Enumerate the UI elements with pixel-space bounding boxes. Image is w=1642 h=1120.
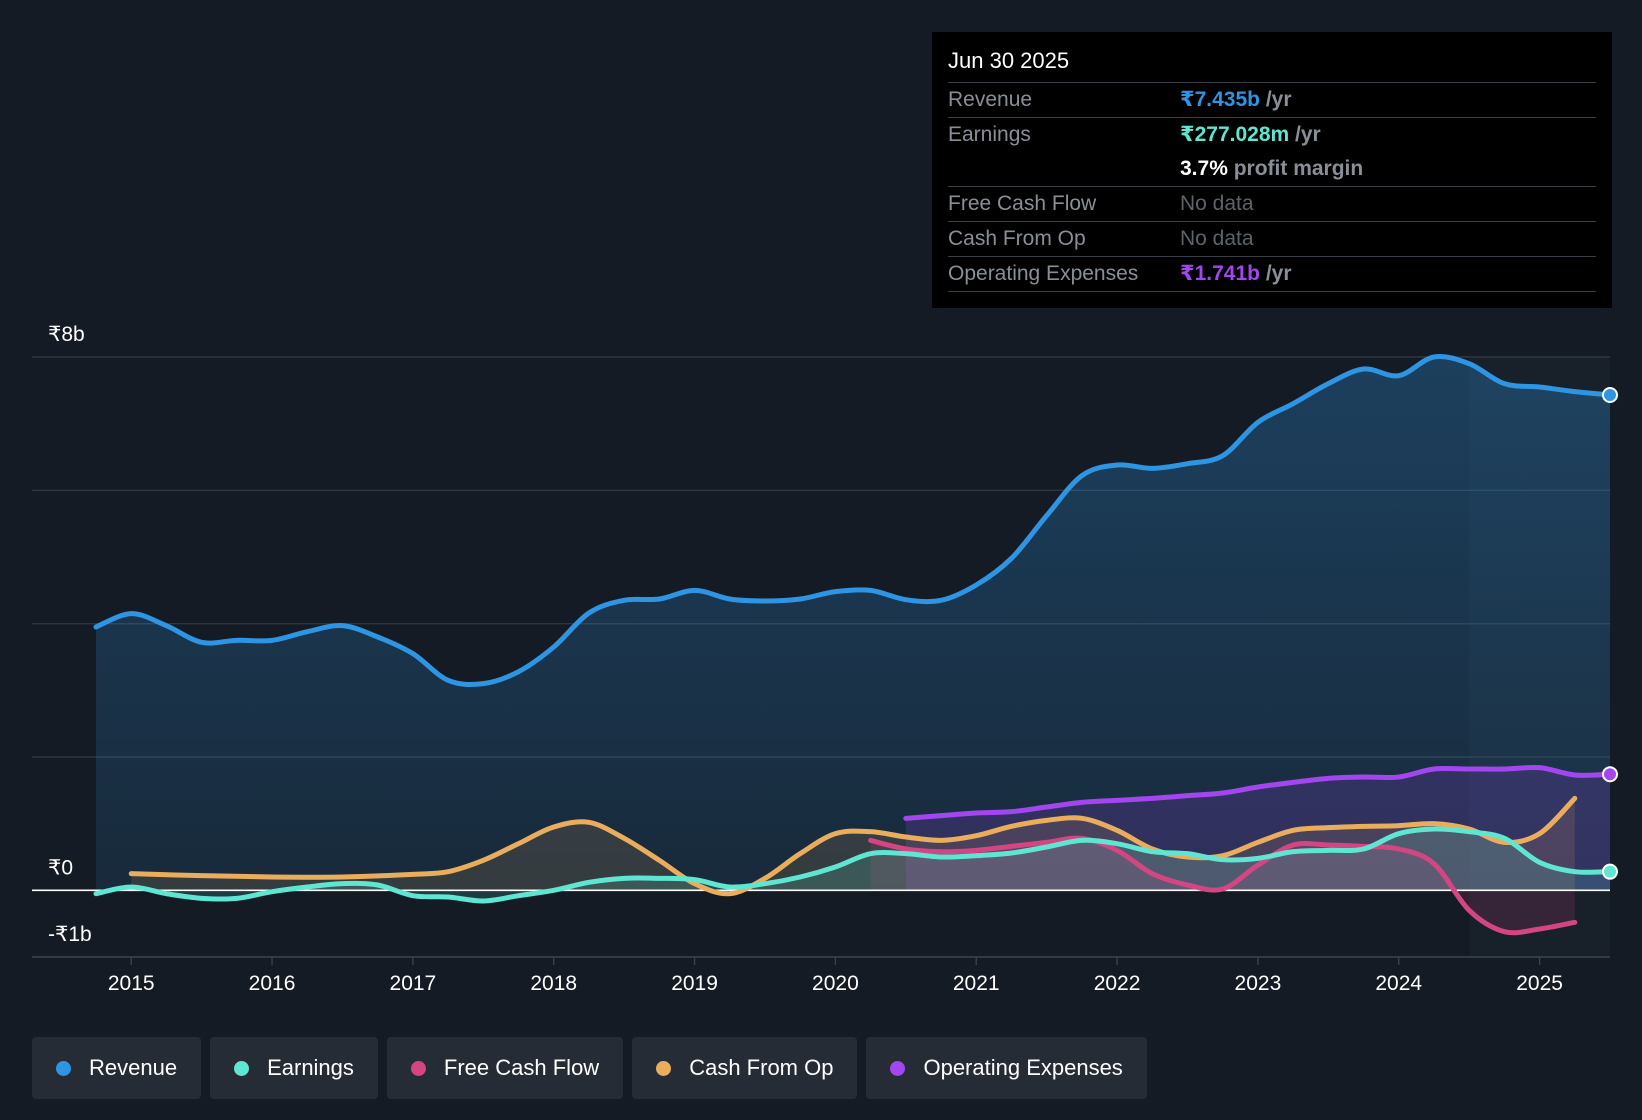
tooltip-earnings-label: Earnings bbox=[948, 123, 1031, 146]
tooltip: Jun 30 2025 Revenue ₹7.435b /yr Earnings… bbox=[932, 32, 1612, 308]
cash-from-op-area bbox=[131, 798, 1575, 894]
x-tick-label: 2020 bbox=[812, 972, 859, 995]
legend-dot-free-cash-flow bbox=[410, 1060, 426, 1076]
tooltip-row-margin: 3.7% profit margin bbox=[948, 152, 1596, 186]
x-tick-label: 2023 bbox=[1235, 972, 1282, 995]
tooltip-revenue-label: Revenue bbox=[948, 88, 1033, 111]
revenue-line bbox=[93, 354, 1613, 688]
tooltip-row-earnings: Earnings ₹277.028m /yr bbox=[948, 117, 1596, 152]
x-tick-label: 2016 bbox=[249, 972, 296, 995]
x-tick-label: 2017 bbox=[390, 972, 437, 995]
legend-item-operating-expenses[interactable]: Operating Expenses bbox=[866, 1037, 1147, 1099]
legend-dot-earnings bbox=[234, 1060, 250, 1076]
revenue-end-marker bbox=[1602, 387, 1618, 403]
legend-label-cash-from-op: Cash From Op bbox=[689, 1055, 834, 1080]
tooltip-fcf-label: Free Cash Flow bbox=[948, 192, 1097, 215]
legend: Revenue Earnings Free Cash Flow Cash Fro… bbox=[32, 1037, 1156, 1099]
tooltip-margin-label: profit margin bbox=[1233, 157, 1364, 180]
tooltip-revenue-value-wrap: ₹7.435b /yr bbox=[1180, 85, 1292, 115]
operating-expenses-end-marker bbox=[1602, 766, 1618, 783]
tooltip-revenue-unit: /yr bbox=[1265, 88, 1292, 111]
tooltip-bottom-rule bbox=[948, 291, 1596, 293]
revenue-area bbox=[96, 356, 1610, 891]
y-tick-label: ₹0 bbox=[48, 856, 73, 879]
tooltip-row-revenue: Revenue ₹7.435b /yr bbox=[948, 82, 1596, 117]
legend-dot-cash-from-op bbox=[656, 1060, 672, 1076]
tooltip-earnings-unit: /yr bbox=[1295, 123, 1321, 146]
tooltip-fcf-value: No data bbox=[1180, 192, 1254, 215]
end-markers bbox=[1602, 387, 1618, 880]
free-cash-flow-area bbox=[870, 838, 1575, 933]
x-tick-label: 2015 bbox=[108, 972, 155, 995]
x-tick-label: 2021 bbox=[953, 972, 1000, 995]
x-tick-label: 2022 bbox=[1094, 972, 1141, 995]
tooltip-earnings-value-wrap: ₹277.028m /yr bbox=[1180, 120, 1321, 150]
legend-label-free-cash-flow: Free Cash Flow bbox=[443, 1055, 600, 1080]
series-lines bbox=[93, 354, 1613, 936]
tooltip-cfo-label: Cash From Op bbox=[948, 227, 1086, 250]
legend-item-cash-from-op[interactable]: Cash From Op bbox=[632, 1037, 858, 1099]
legend-label-operating-expenses: Operating Expenses bbox=[923, 1055, 1123, 1080]
operating-expenses-area bbox=[905, 767, 1610, 891]
tooltip-opex-unit: /yr bbox=[1265, 262, 1292, 285]
tooltip-earnings-value: ₹277.028m bbox=[1180, 123, 1290, 146]
tooltip-cfo-value: No data bbox=[1180, 227, 1254, 250]
y-axis-labels: ₹8b ₹0 -₹1b bbox=[48, 323, 92, 946]
tooltip-revenue-value: ₹7.435b bbox=[1180, 88, 1260, 111]
tooltip-opex-label: Operating Expenses bbox=[948, 262, 1139, 285]
legend-dot-operating-expenses bbox=[890, 1060, 906, 1076]
tooltip-row-cfo: Cash From Op No data bbox=[948, 221, 1596, 256]
tooltip-margin-value: 3.7% bbox=[1180, 157, 1228, 180]
x-tick-label: 2019 bbox=[671, 972, 718, 995]
x-tick-label: 2024 bbox=[1375, 972, 1422, 995]
free-cash-flow-line bbox=[868, 835, 1578, 936]
legend-item-free-cash-flow[interactable]: Free Cash Flow bbox=[386, 1037, 624, 1099]
y-tick-label: ₹8b bbox=[48, 323, 85, 346]
legend-label-earnings: Earnings bbox=[267, 1055, 354, 1080]
x-tick-label: 2018 bbox=[530, 972, 577, 995]
tooltip-date: Jun 30 2025 bbox=[948, 48, 1070, 73]
tooltip-row-opex: Operating Expenses ₹1.741b /yr bbox=[948, 256, 1596, 291]
legend-item-earnings[interactable]: Earnings bbox=[210, 1037, 378, 1099]
tooltip-row-fcf: Free Cash Flow No data bbox=[948, 186, 1596, 221]
cash-from-op-line bbox=[128, 795, 1578, 897]
tooltip-opex-value: ₹1.741b bbox=[1180, 262, 1260, 285]
legend-item-revenue[interactable]: Revenue bbox=[32, 1037, 202, 1099]
legend-dot-revenue bbox=[56, 1060, 71, 1076]
tooltip-margin-wrap: 3.7% profit margin bbox=[1180, 154, 1363, 184]
x-tick-label: 2025 bbox=[1516, 972, 1563, 995]
y-tick-label: -₹1b bbox=[48, 923, 92, 946]
tooltip-opex-value-wrap: ₹1.741b /yr bbox=[1180, 259, 1292, 289]
earnings-end-marker bbox=[1602, 863, 1618, 880]
legend-label-revenue: Revenue bbox=[89, 1055, 178, 1080]
earnings-line bbox=[93, 826, 1613, 904]
operating-expenses-line bbox=[903, 764, 1613, 821]
x-axis-labels: 2015 2016 2017 2018 2019 2020 2021 2022 2023 2024… bbox=[32, 956, 1610, 995]
